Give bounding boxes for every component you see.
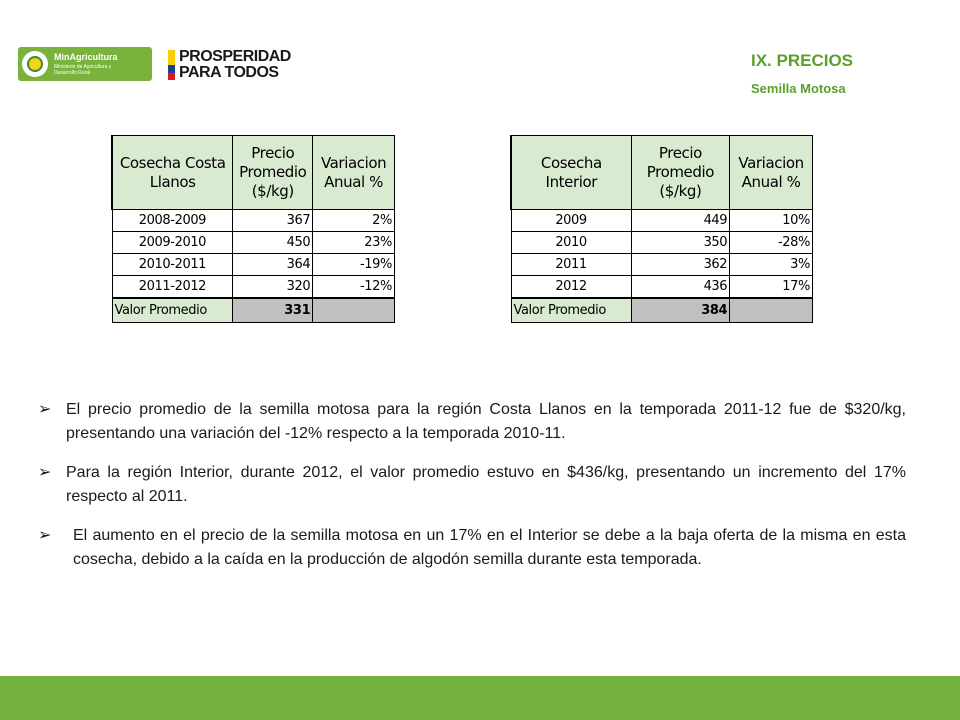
season-cell: 2008-2009 xyxy=(111,209,234,232)
campaign-line1: PROSPERIDAD xyxy=(179,48,291,65)
table-header-row: Cosecha Costa Llanos Precio Promedio ($/… xyxy=(111,135,395,210)
table-row: 2012 436 17% xyxy=(510,275,813,298)
season-cell: 2011-2012 xyxy=(111,275,234,298)
page-title: IX. PRECIOS xyxy=(751,51,854,70)
list-item: ➢ El precio promedio de la semilla motos… xyxy=(38,398,906,446)
ministry-subtitle: Ministerio de Agricultura y Desarrollo R… xyxy=(54,64,112,76)
campaign-line2: PARA TODOS xyxy=(179,64,279,81)
minagricultura-logo: MinAgricultura Ministerio de Agricultura… xyxy=(18,47,152,81)
year-cell: 2011 xyxy=(510,253,632,276)
table-row: 2010 350 -28% xyxy=(510,231,813,254)
variation-cell: -28% xyxy=(729,231,813,254)
table-row: 2009 449 10% xyxy=(510,209,813,232)
table-header-row: Cosecha Interior Precio Promedio ($/kg) … xyxy=(509,135,813,210)
price-cell: 450 xyxy=(232,231,314,254)
variation-cell: 3% xyxy=(729,253,813,276)
header-variacion: Variacion Anual % xyxy=(729,135,813,210)
price-cell: 362 xyxy=(630,253,731,276)
header-precio: Precio Promedio ($/kg) xyxy=(232,135,314,210)
variation-cell: 2% xyxy=(312,209,395,232)
colombia-flag-icon xyxy=(168,50,175,80)
average-row: Valor Promedio 331 xyxy=(111,296,395,323)
season-cell: 2009-2010 xyxy=(111,231,234,254)
price-cell: 367 xyxy=(232,209,314,232)
interior-price-table: Cosecha Interior Precio Promedio ($/kg) … xyxy=(509,135,813,323)
average-value: 384 xyxy=(630,296,731,323)
variation-cell: -19% xyxy=(312,253,395,276)
table-row: 2011-2012 320 -12% xyxy=(111,275,395,298)
price-cell: 436 xyxy=(630,275,731,298)
header-cosecha: Cosecha Interior xyxy=(509,135,632,210)
variation-cell: -12% xyxy=(312,275,395,298)
header-precio: Precio Promedio ($/kg) xyxy=(630,135,731,210)
year-cell: 2010 xyxy=(510,231,632,254)
season-cell: 2010-2011 xyxy=(111,253,234,276)
average-row: Valor Promedio 384 xyxy=(510,296,813,323)
header-variacion: Variacion Anual % xyxy=(312,135,395,210)
bullet-text: El precio promedio de la semilla motosa … xyxy=(66,401,906,442)
price-cell: 449 xyxy=(630,209,731,232)
costa-llanos-price-table: Cosecha Costa Llanos Precio Promedio ($/… xyxy=(111,135,395,323)
arrow-bullet-icon: ➢ xyxy=(38,464,52,481)
table-row: 2010-2011 364 -19% xyxy=(111,253,395,276)
average-value: 331 xyxy=(232,296,314,323)
variation-cell: 17% xyxy=(729,275,813,298)
list-item: ➢ El aumento en el precio de la semilla … xyxy=(38,524,906,572)
list-item: ➢ Para la región Interior, durante 2012,… xyxy=(38,461,906,509)
price-cell: 350 xyxy=(630,231,731,254)
bullet-text: Para la región Interior, durante 2012, e… xyxy=(66,464,906,505)
header-cosecha: Cosecha Costa Llanos xyxy=(111,135,234,210)
prosperidad-logo: PROSPERIDAD PARA TODOS xyxy=(168,47,308,81)
footer-bar xyxy=(0,676,960,720)
page-subtitle: Semilla Motosa xyxy=(751,81,846,96)
price-cell: 364 xyxy=(232,253,314,276)
ministry-name: MinAgricultura xyxy=(54,52,118,62)
bullet-list: ➢ El precio promedio de la semilla motos… xyxy=(38,398,906,587)
table-row: 2008-2009 367 2% xyxy=(111,209,395,232)
year-cell: 2009 xyxy=(510,209,632,232)
arrow-bullet-icon: ➢ xyxy=(38,401,52,418)
year-cell: 2012 xyxy=(510,275,632,298)
average-empty-cell xyxy=(729,296,813,323)
variation-cell: 23% xyxy=(312,231,395,254)
average-label: Valor Promedio xyxy=(510,296,632,323)
average-label: Valor Promedio xyxy=(111,296,234,323)
average-empty-cell xyxy=(312,296,395,323)
coat-of-arms-icon xyxy=(22,51,48,77)
bullet-text: El aumento en el precio de la semilla mo… xyxy=(73,527,906,568)
variation-cell: 10% xyxy=(729,209,813,232)
arrow-bullet-icon: ➢ xyxy=(38,527,52,544)
price-cell: 320 xyxy=(232,275,314,298)
table-row: 2009-2010 450 23% xyxy=(111,231,395,254)
table-row: 2011 362 3% xyxy=(510,253,813,276)
